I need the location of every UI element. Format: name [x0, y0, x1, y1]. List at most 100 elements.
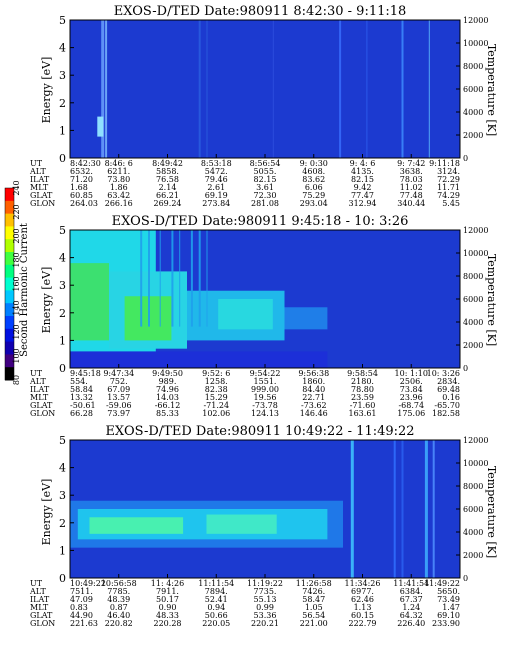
table-cell-glat: 56.54 [302, 611, 325, 620]
colorbar-tick-label: 80 [12, 375, 21, 385]
table-cell-glat: 69.19 [205, 191, 228, 200]
table-cell-ilat: 67.09 [107, 385, 130, 394]
table-cell-glon: 5.45 [442, 199, 460, 208]
table-cell-glon: 226.40 [397, 619, 425, 628]
row-label-ilat: ILAT [30, 595, 50, 604]
panel-3-plot: 0 1 2 3 4 5 0 2000 4000 6000 8000 10000 12000 UT 10:49… [29, 434, 488, 628]
table-cell-glon: 220.21 [251, 619, 279, 628]
panel-3-ylabel: Energy [eV] [40, 479, 53, 546]
spectrogram-lowband [70, 351, 328, 368]
y2-tick-label: 10000 [463, 459, 488, 468]
row-label-glat: GLAT [30, 611, 53, 620]
row-label-glon: GLON [30, 619, 55, 628]
table-cell-mlt: 1.86 [110, 183, 128, 192]
y2-tick-label: 8000 [463, 272, 483, 281]
table-cell-ilat: 78.03 [400, 175, 423, 184]
table-cell-glon: 233.90 [432, 619, 460, 628]
spectrogram-band [206, 514, 277, 534]
table-cell-alt: 5472. [205, 167, 228, 176]
spectrogram-region [70, 263, 109, 341]
y-tick-label: 3 [59, 69, 66, 82]
table-cell-ut: 8:49:42 [152, 159, 183, 168]
y-tick-label: 0 [59, 362, 66, 375]
y2-tick-label: 0 [463, 574, 468, 583]
table-cell-glat: 50.66 [205, 611, 228, 620]
table-cell-ut: 8:56:54 [250, 159, 281, 168]
colorbar-frame [4, 187, 15, 381]
table-cell-alt: 3638. [400, 167, 423, 176]
table-cell-alt: 5858. [156, 167, 179, 176]
table-cell-glon: 182.58 [432, 409, 460, 418]
spectrogram-streak [190, 230, 193, 327]
table-cell-ut: 10:49:22 [70, 579, 106, 588]
spectrogram-streak [171, 230, 174, 327]
table-cell-glat: 74.29 [437, 191, 460, 200]
table-cell-glat: 46.40 [107, 611, 130, 620]
table-cell-mlt: 0.90 [159, 603, 177, 612]
table-cell-mlt: 1.05 [305, 603, 323, 612]
table-cell-ut: 10:56:58 [101, 579, 137, 588]
table-cell-glon: 66.28 [70, 409, 93, 418]
colorbar-segment [5, 290, 14, 304]
spectrogram-streak [179, 230, 181, 327]
table-cell-ilat: 58.47 [302, 595, 325, 604]
colorbar-segment [5, 213, 14, 227]
table-cell-mlt: 6.06 [305, 183, 323, 192]
colorbar-segment [5, 277, 14, 291]
table-cell-glon: 102.06 [202, 409, 230, 418]
y-tick-label: 5 [59, 224, 66, 237]
spectrogram-streak [393, 440, 396, 578]
panel-2-title: EXOS-D/TED Date:980911 9:45:18 - 10: 3:2… [112, 214, 409, 229]
table-cell-ut: 8:42:30 [70, 159, 101, 168]
table-cell-mlt: 1.24 [402, 603, 420, 612]
table-cell-ilat: 52.41 [205, 595, 228, 604]
table-cell-mlt: 11.02 [400, 183, 423, 192]
table-cell-alt: 752. [110, 377, 128, 386]
table-cell-mlt: 22.71 [302, 393, 325, 402]
row-label-alt: ALT [29, 167, 46, 176]
table-cell-glon: 222.79 [349, 619, 377, 628]
row-label-ilat: ILAT [30, 175, 50, 184]
colorbar-segment [5, 264, 14, 279]
table-cell-glat: -66.12 [155, 401, 181, 410]
spectrogram-streak [140, 230, 143, 327]
y2-tick-label: 6000 [463, 505, 483, 514]
table-cell-ilat: 72.29 [437, 175, 460, 184]
table-cell-ut: 9:52: 6 [202, 369, 230, 378]
row-label-mlt: MLT [30, 603, 49, 612]
table-cell-mlt: 0.83 [70, 603, 88, 612]
table-cell-ut: 11:49:22 [424, 579, 460, 588]
table-cell-alt: 7735. [254, 587, 277, 596]
row-label-glon: GLON [30, 199, 55, 208]
table-cell-ilat: 84.40 [302, 385, 325, 394]
y-tick-label: 3 [59, 279, 66, 292]
table-cell-ilat: 69.48 [437, 385, 460, 394]
y-tick-label: 4 [59, 252, 66, 265]
table-cell-glon: 340.44 [397, 199, 425, 208]
colorbar-segment [5, 367, 14, 381]
colorbar-tick-label: 100 [12, 348, 21, 363]
row-label-mlt: MLT [30, 393, 49, 402]
panel-1-plot: 0 1 2 3 4 5 0 2000 4000 6000 8000 10000 12000 UT 8:42:… [29, 14, 488, 208]
table-cell-glat: -71.24 [203, 401, 229, 410]
panel-1-title: EXOS-D/TED Date:980911 8:42:30 - 9:11:18 [114, 4, 407, 19]
table-cell-mlt: 0.94 [207, 603, 225, 612]
table-cell-alt: 3124. [437, 167, 460, 176]
table-cell-glon: 146.46 [300, 409, 328, 418]
panel-1-ylabel: Energy [eV] [40, 57, 53, 124]
table-cell-ut: 9:47:34 [103, 369, 134, 378]
panel-2-ylabel: Energy [eV] [40, 267, 53, 334]
colorbar-segment [5, 226, 14, 240]
table-cell-ilat: 48.39 [107, 595, 130, 604]
table-cell-glat: -73.62 [301, 401, 327, 410]
table-cell-ilat: 74.96 [156, 385, 179, 394]
table-cell-ut: 9:58:54 [347, 369, 378, 378]
table-cell-glon: 221.00 [300, 619, 328, 628]
table-cell-glat: 53.36 [254, 611, 277, 620]
spectrogram-streak [148, 230, 150, 327]
table-cell-mlt: 0.87 [110, 603, 128, 612]
panel-3-y2label: Temperature [K] [485, 466, 498, 558]
table-cell-alt: 4608. [302, 167, 325, 176]
colorbar-tick-label: 160 [12, 276, 21, 291]
table-cell-glat: -71.60 [350, 401, 376, 410]
